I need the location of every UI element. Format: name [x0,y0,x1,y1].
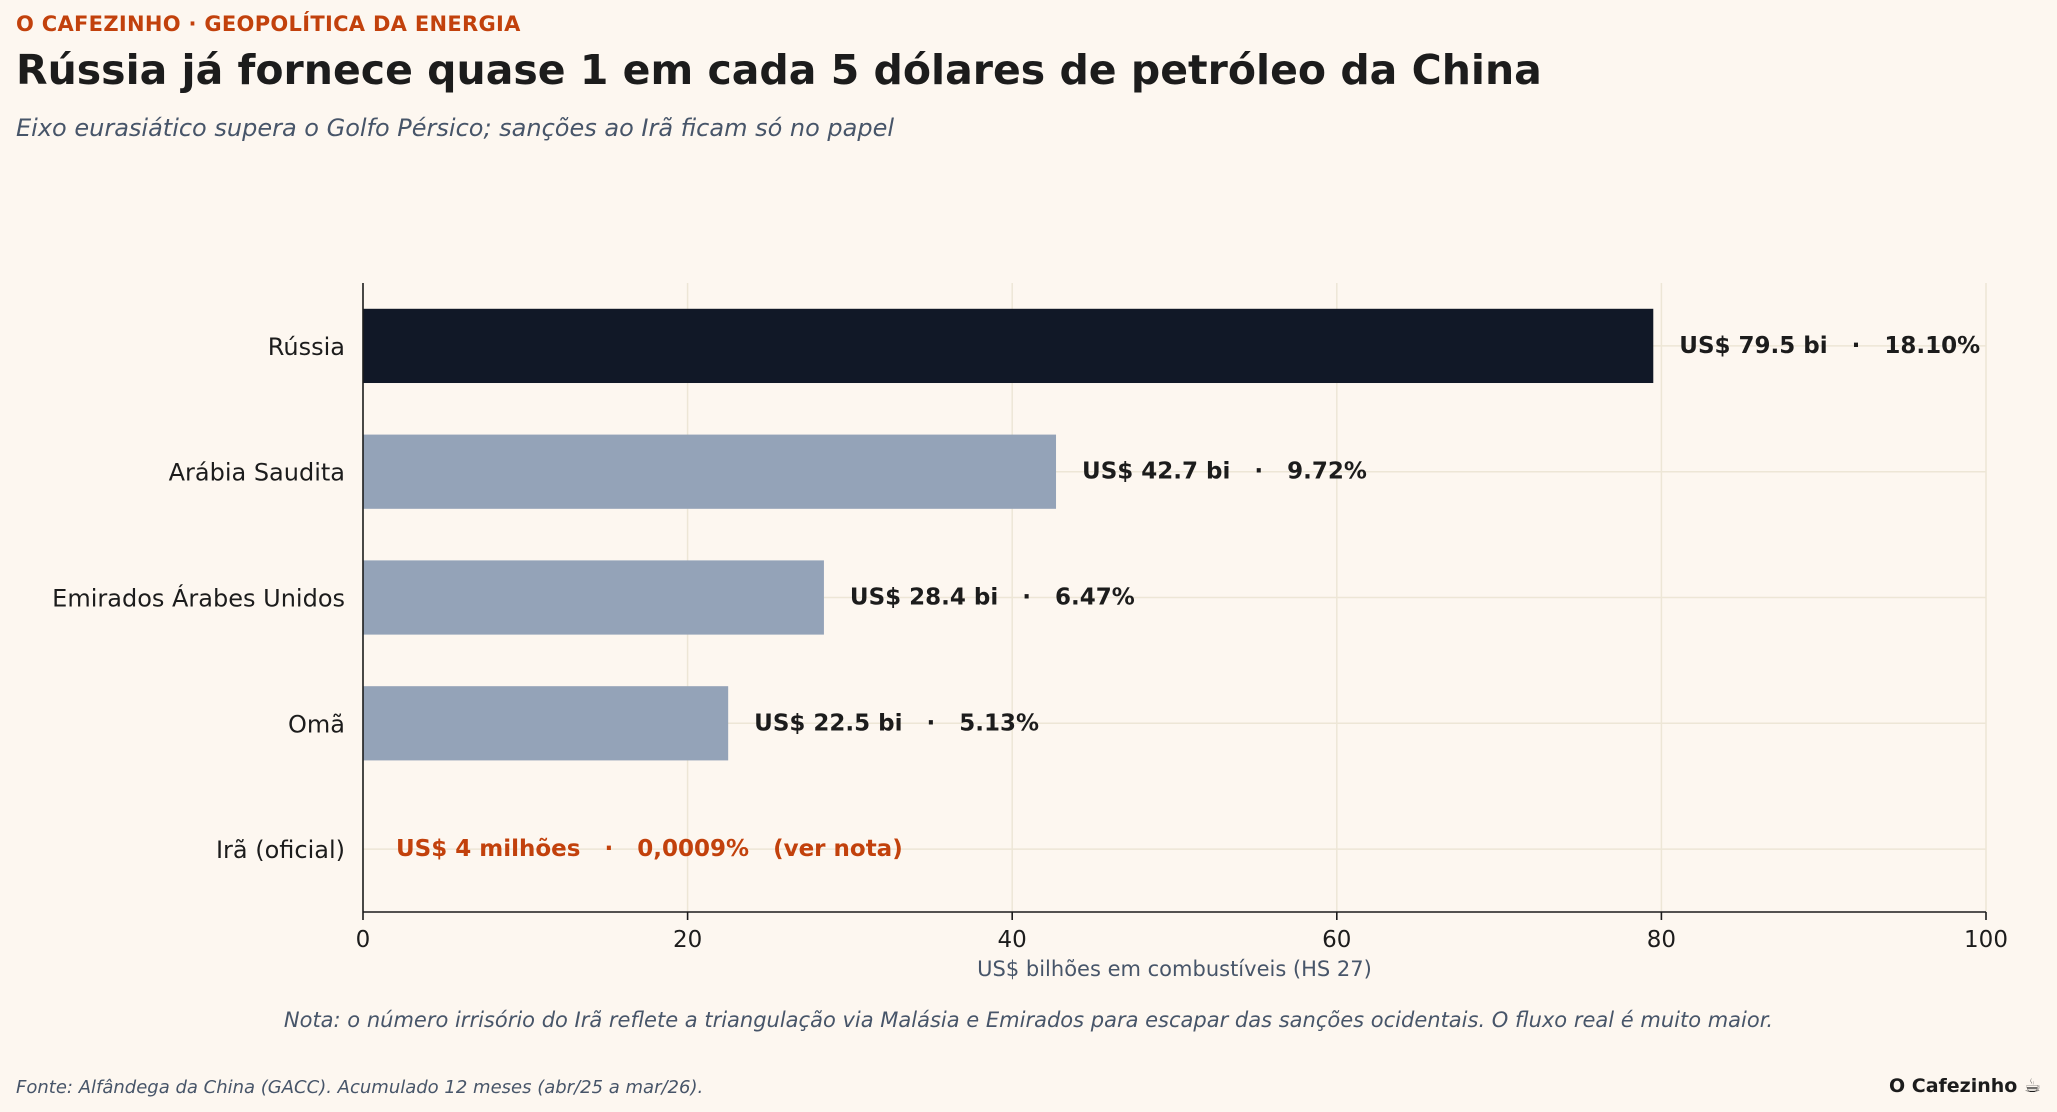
category-label-3: Omã [288,710,345,738]
bar-0 [363,308,1654,384]
data-label-1: US$ 42.7 bi · 9.72% [1082,459,1367,485]
chart-title: Rússia já fornece quase 1 em cada 5 dóla… [16,46,1542,94]
data-label-3: US$ 22.5 bi · 5.13% [754,710,1039,736]
bar-2 [363,560,824,635]
bar-1 [363,434,1057,509]
x-tick-label-0: 0 [356,927,371,953]
source-credit: Fonte: Alfândega da China (GACC). Acumul… [16,1077,704,1098]
category-label-1: Arábia Saudita [169,459,345,487]
x-tick-label-1: 20 [673,927,702,953]
category-label-4: Irã (oficial) [216,836,345,864]
data-label-4: US$ 4 milhões · 0,0009% (ver nota) [396,836,903,862]
bar-3 [363,686,729,761]
brand-signature: O Cafezinho ☕ [1888,1075,2041,1097]
x-tick-label-5: 100 [1964,927,2008,953]
category-label-2: Emirados Árabes Unidos [52,584,345,613]
chart-subtitle: Eixo eurasiático supera o Golfo Pérsico;… [16,114,895,142]
data-label-0: US$ 79.5 bi · 18.10% [1679,333,1980,359]
data-label-2: US$ 28.4 bi · 6.47% [850,585,1135,611]
kicker: O CAFEZINHO · GEOPOLÍTICA DA ENERGIA [16,12,521,36]
x-axis-label: US$ bilhões em combustíveis (HS 27) [977,957,1372,981]
footnote: Nota: o número irrisório do Irã reflete … [283,1008,1774,1032]
x-tick-label-2: 40 [998,927,1027,953]
x-tick-label-4: 80 [1647,927,1676,953]
category-label-0: Rússia [268,333,345,361]
x-tick-label-3: 60 [1322,927,1351,953]
